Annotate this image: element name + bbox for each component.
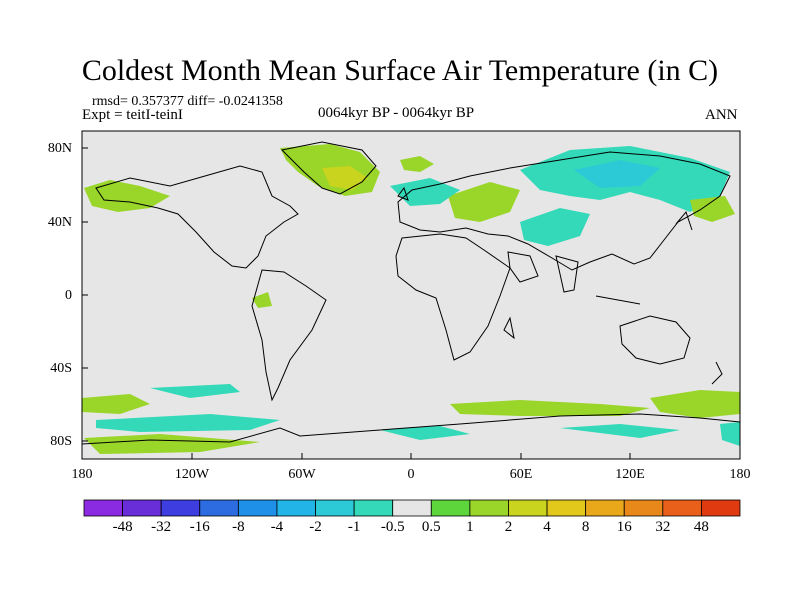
colorbar-swatch-16 [701,499,741,517]
tick-marks [82,147,631,459]
antarctic-warm-patch [84,434,260,454]
season-label: ANN [705,107,738,123]
colorbar-swatch-7 [353,499,394,517]
colorbar-label-15: 48 [693,519,709,535]
stats-line: rmsd= 0.357377 diff= -0.0241358 [92,94,283,109]
colorbar-swatch-13 [585,499,625,517]
colorbar-swatch-4 [237,499,278,517]
siberia-cool-core [574,160,660,188]
so-warm-patch-3 [650,390,740,418]
colorbar-label-8: 0.5 [421,519,441,535]
colorbar-swatch-8 [392,499,432,517]
so-cool-patch-3 [720,422,740,446]
colorbar-swatch-10 [469,499,509,517]
colorbar-swatch-15 [662,499,702,517]
colorbar-label-3: -8 [232,519,245,535]
scandinavia-warm-patch [400,156,434,172]
europe-warm-patch [448,182,520,222]
colorbar-label-14: 32 [655,519,671,535]
so-cool-patch-1 [150,384,240,398]
colorbar-label-9: 1 [466,519,474,535]
colorbar-label-13: 16 [616,519,632,535]
colorbar-label-6: -1 [347,519,361,535]
colorbar-swatch-5 [276,499,316,517]
north-pacific-warm-patch [690,196,735,222]
lon-tick-120w: 120W [174,467,210,482]
colorbar-swatch-14 [623,499,664,517]
anomaly-patches [82,144,740,454]
lon-tick-180w: 180 [71,467,93,482]
greenland-warm-core [322,166,368,190]
antarctic-cool-patch-2 [560,424,680,438]
colorbar-label-7: -0.5 [380,519,405,535]
colorbar-label-0: -48 [112,519,133,535]
lat-tick-80n: 80N [47,141,72,156]
colorbar-label-12: 8 [581,519,590,535]
colorbar-swatch-9 [430,499,471,517]
colorbar-swatch-6 [315,499,355,517]
colorbar [83,499,741,517]
lat-tick-80s: 80S [50,434,72,449]
colorbar-label-2: -16 [189,519,210,535]
colorbar-swatch-1 [122,499,162,517]
so-warm-patch-1 [82,394,150,414]
colorbar-swatch-0 [83,499,123,517]
south-america-warm-patch [252,292,272,308]
colorbar-label-1: -32 [151,519,172,535]
lon-tick-60e: 60E [509,467,533,482]
lon-tick-0: 0 [407,467,415,482]
central-asia-cool-patch [520,208,590,246]
colorbar-swatch-3 [199,499,239,517]
antarctic-cool-patch-1 [380,426,470,440]
lat-tick-0: 0 [65,288,72,303]
lon-tick-120e: 120E [615,467,645,482]
period-label: 0064kyr BP - 0064kyr BP [318,105,475,121]
experiment-label: Expt = teitI-teinI [82,107,183,123]
so-cool-patch-2 [96,414,280,432]
colorbar-swatch-2 [160,499,201,517]
colorbar-label-5: -2 [309,519,322,535]
lon-tick-180e: 180 [729,467,751,482]
colorbar-label-10: 2 [504,519,513,535]
colorbar-label-11: 4 [543,519,551,535]
alaska-warm-patch [84,180,170,212]
chart-title: Coldest Month Mean Surface Air Temperatu… [81,54,719,87]
coastlines [81,141,741,445]
so-warm-patch-2 [450,400,650,416]
lon-tick-60w: 60W [288,467,316,482]
lat-tick-40n: 40N [47,215,72,230]
colorbar-swatch-11 [508,499,548,517]
lat-tick-40s: 40S [50,361,72,376]
colorbar-swatch-12 [546,499,587,517]
colorbar-label-4: -4 [270,519,284,535]
